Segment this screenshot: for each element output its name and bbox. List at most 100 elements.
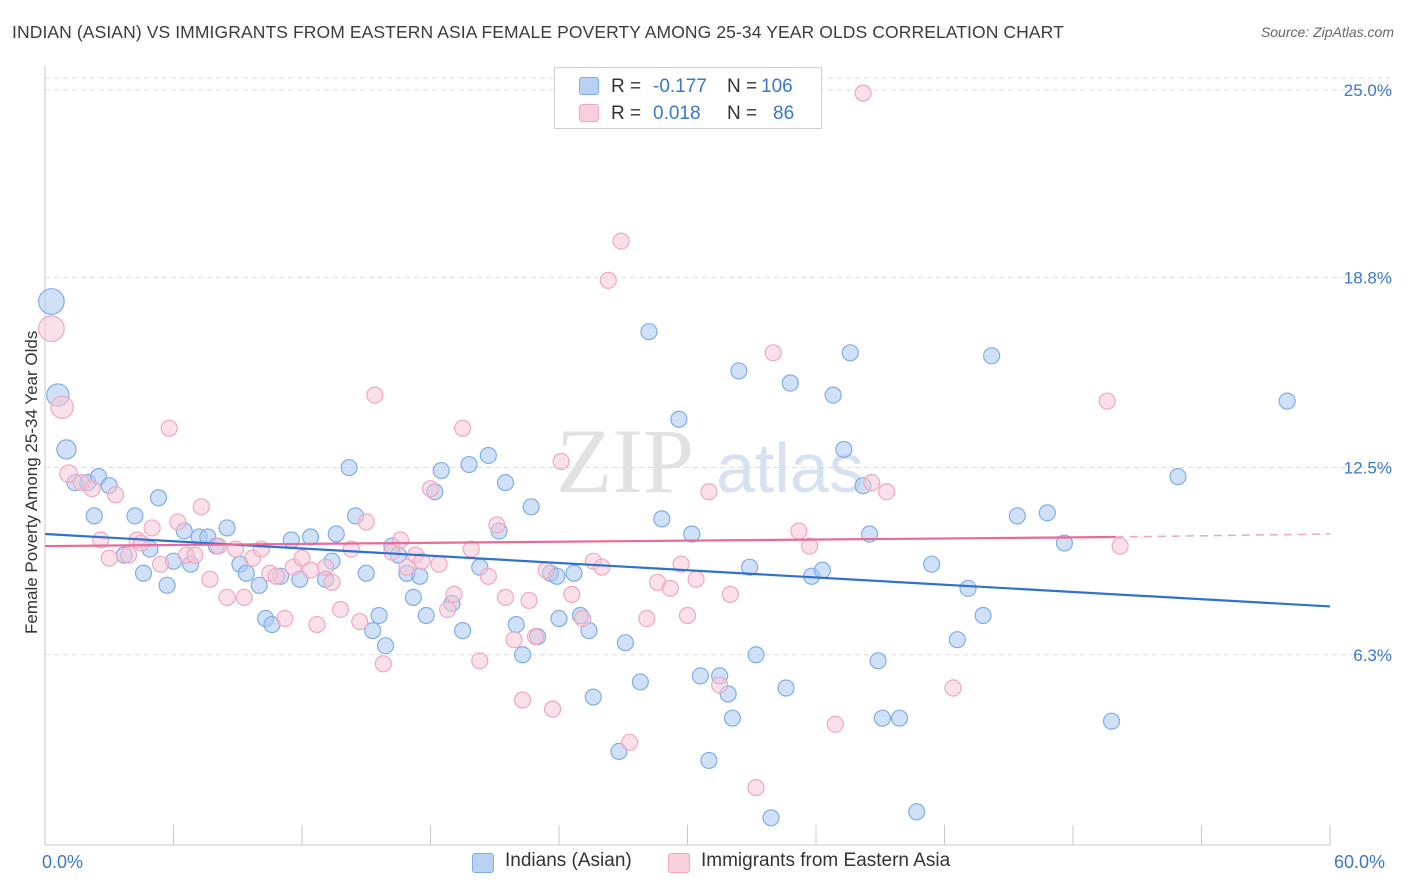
point-immigrants <box>552 452 570 471</box>
trend-lines <box>44 532 1331 608</box>
point-immigrants <box>878 483 896 501</box>
point-indians <box>1055 534 1074 552</box>
trend-line-immigrants-extension <box>1115 533 1331 538</box>
legend-swatch-immigrants <box>668 853 690 873</box>
point-immigrants <box>316 558 335 576</box>
point-immigrants <box>293 549 311 567</box>
point-immigrants <box>496 588 515 606</box>
point-immigrants <box>152 555 170 573</box>
point-immigrants <box>276 609 294 628</box>
point-immigrants <box>612 232 630 250</box>
point-immigrants <box>687 570 705 588</box>
point-immigrants <box>672 555 690 573</box>
point-immigrants <box>331 600 350 619</box>
point-indians <box>813 561 832 579</box>
point-immigrants <box>513 691 532 709</box>
point-immigrants <box>1111 537 1129 555</box>
immigrants-swatch <box>579 104 599 122</box>
point-immigrants <box>413 552 431 570</box>
point-indians <box>747 646 765 664</box>
point-immigrants <box>391 531 410 549</box>
r-label: R = <box>611 76 642 97</box>
point-indians <box>1169 468 1187 486</box>
point-indians <box>683 525 701 543</box>
point-immigrants <box>854 84 872 102</box>
point-indians <box>250 576 268 594</box>
point-indians <box>149 489 168 507</box>
r-value: -0.177 <box>653 76 707 97</box>
point-immigrants <box>439 600 457 619</box>
point-indians <box>237 564 255 582</box>
point-indians <box>1278 392 1296 410</box>
point-immigrants <box>421 480 440 498</box>
point-immigrants <box>1098 392 1116 410</box>
point-indians <box>85 507 103 525</box>
point-indians <box>376 637 395 655</box>
point-immigrants <box>301 561 320 579</box>
point-indians <box>522 498 540 516</box>
point-indians <box>835 440 853 459</box>
point-immigrants <box>209 537 228 555</box>
point-immigrants <box>599 271 617 289</box>
point-immigrants <box>143 519 161 537</box>
point-indians <box>691 667 709 685</box>
stats-legend: R = -0.177 N = 106 R = 0.018 N = 86 <box>554 67 822 129</box>
watermark-zip: ZIP <box>556 410 694 512</box>
point-immigrants <box>267 567 285 585</box>
point-indians <box>565 564 583 582</box>
point-immigrants <box>374 655 392 673</box>
point-immigrants <box>366 386 384 404</box>
point-indians <box>762 809 780 827</box>
point-immigrants <box>119 546 138 564</box>
point-immigrants <box>863 474 881 492</box>
point-indians <box>479 446 497 465</box>
n-label: N = <box>727 76 758 97</box>
point-immigrants <box>488 516 506 534</box>
n-label: N = <box>727 103 758 124</box>
point-indians <box>327 525 345 543</box>
point-indians <box>723 709 742 727</box>
point-indians <box>370 606 388 625</box>
point-immigrants <box>479 567 497 585</box>
watermark: ZIP atlas <box>556 410 864 512</box>
point-indians <box>584 688 602 706</box>
trend-line-immigrants <box>44 535 1116 548</box>
point-indians <box>824 386 842 404</box>
y-tick-label: 6.3% <box>1353 646 1392 665</box>
point-indians <box>134 564 153 582</box>
point-immigrants <box>38 315 65 343</box>
point-immigrants <box>445 585 463 603</box>
point-immigrants <box>83 480 101 498</box>
point-immigrants <box>526 628 545 646</box>
point-immigrants <box>100 549 118 567</box>
chart-title: INDIAN (ASIAN) VS IMMIGRANTS FROM EASTER… <box>12 22 1064 42</box>
point-indians <box>56 439 77 460</box>
point-immigrants <box>520 591 538 610</box>
point-immigrants <box>573 609 592 628</box>
point-indians <box>983 347 1001 365</box>
point-indians <box>869 652 887 670</box>
legend-label-indians: Indians (Asian) <box>505 850 632 871</box>
point-immigrants <box>454 419 472 437</box>
series-legend: Indians (Asian) Immigrants from Eastern … <box>0 850 1406 878</box>
y-tick-label: 25.0% <box>1344 81 1392 100</box>
point-indians <box>959 579 977 597</box>
watermark-atlas: atlas <box>716 429 864 507</box>
point-immigrants <box>826 715 844 733</box>
point-indians <box>616 634 634 652</box>
point-indians <box>631 673 649 691</box>
point-immigrants <box>711 676 729 694</box>
point-indians <box>460 455 478 474</box>
point-immigrants <box>638 609 656 628</box>
axes <box>44 66 1331 846</box>
point-indians <box>340 458 358 477</box>
x-tick-label-min: 0.0% <box>42 852 84 872</box>
point-immigrants <box>700 483 718 501</box>
point-immigrants <box>50 395 74 419</box>
point-indians <box>781 374 799 392</box>
point-indians <box>974 606 992 625</box>
point-immigrants <box>342 540 360 558</box>
point-indians <box>670 410 688 428</box>
point-indians <box>640 323 658 341</box>
point-immigrants <box>747 779 765 797</box>
